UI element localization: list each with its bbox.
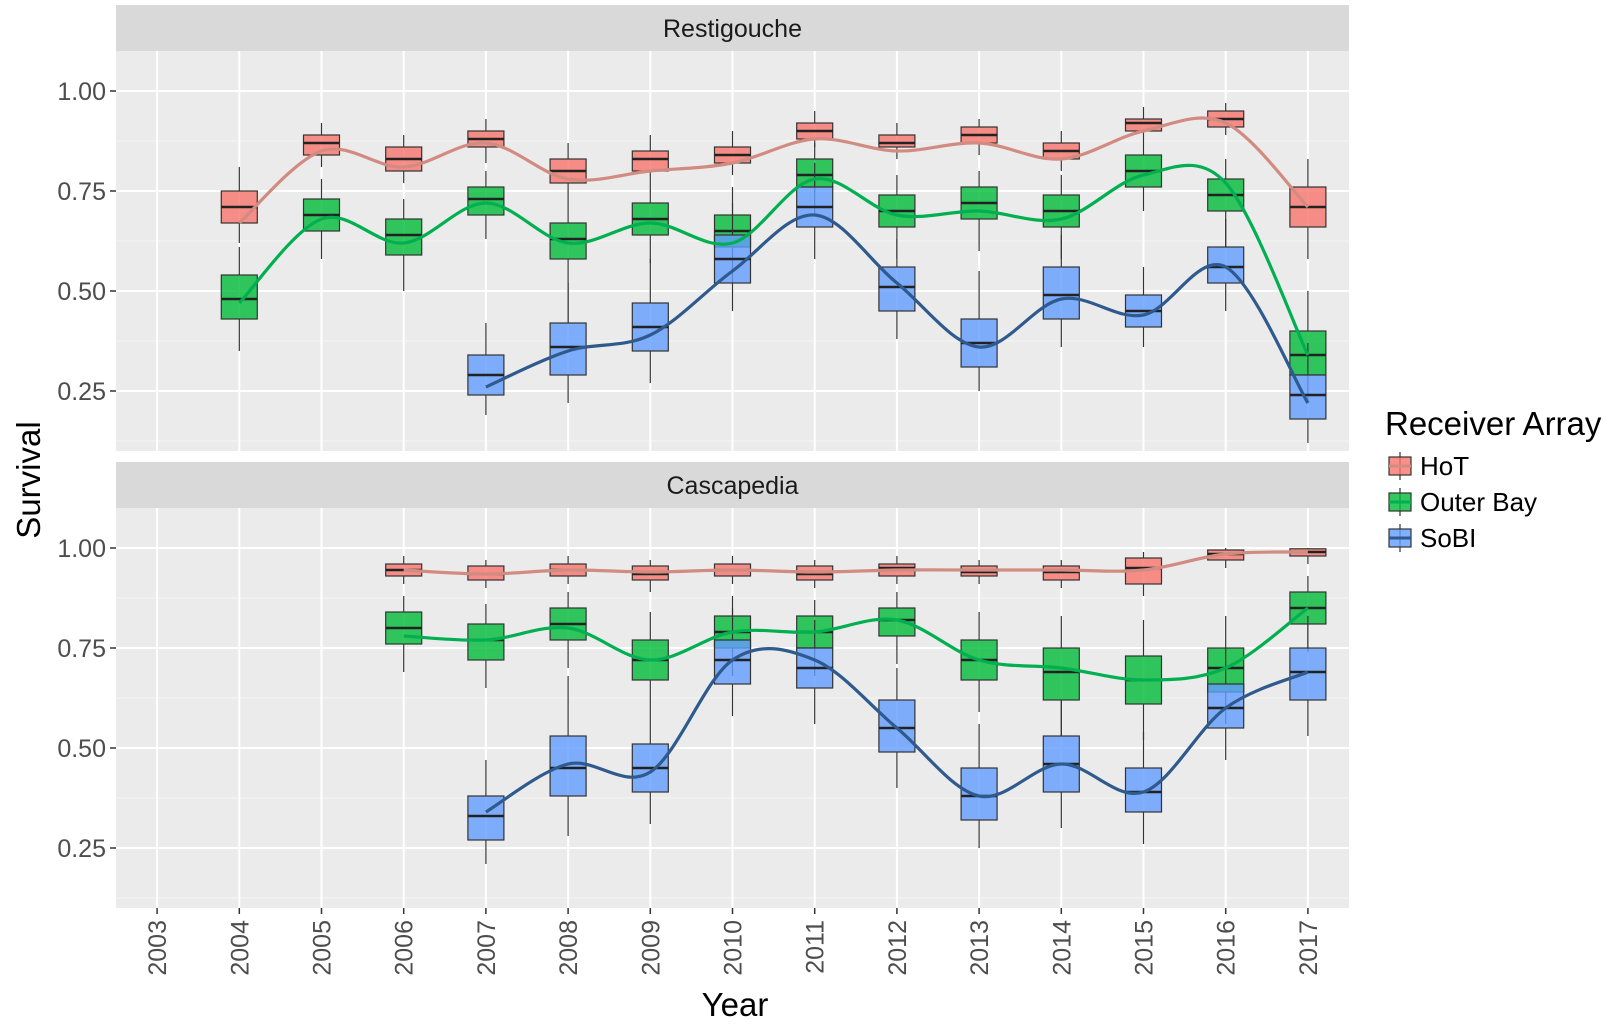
- x-tick-label: 2003: [144, 920, 172, 976]
- y-tick-label: 1.00: [57, 535, 106, 563]
- box: [467, 186, 505, 216]
- box: [1124, 767, 1163, 813]
- series-outer-bay: [385, 576, 1327, 740]
- box: [713, 639, 752, 685]
- smooth-line-outer-bay: [238, 163, 1310, 356]
- x-axis: 2003 2004 2005 2006 2007 2008 2009 2010 2011 2012…: [144, 908, 1323, 976]
- series-sobi: [467, 163, 1327, 443]
- box: [878, 134, 916, 148]
- box: [1042, 266, 1080, 320]
- y-tick-label: 0.25: [57, 378, 106, 406]
- smooth-line-hot: [238, 116, 1310, 225]
- box: [549, 735, 587, 797]
- box: [878, 266, 916, 312]
- box: [220, 274, 258, 320]
- y-tick-label: 0.75: [57, 635, 106, 663]
- x-tick-label: 2017: [1295, 920, 1323, 976]
- panels-layer: Restigouche 0.25 0.50 0.75 1.00 Cascapedia 0.2…: [57, 5, 1349, 908]
- x-tick-label: 2006: [391, 920, 419, 976]
- y-axis-title: Survival: [10, 421, 47, 538]
- y-tick-label: 0.50: [57, 735, 106, 763]
- x-tick-label: 2012: [884, 920, 912, 976]
- legend-label: Outer Bay: [1420, 487, 1537, 517]
- series-hot: [220, 103, 1327, 259]
- legend: Receiver Array HoT Outer Bay SoBI: [1385, 405, 1602, 553]
- panel-strip: [116, 462, 1349, 508]
- panel-cascapedia: Cascapedia 0.25 0.50 0.75 1.00: [57, 462, 1349, 908]
- x-tick-label: 2013: [966, 920, 994, 976]
- smooth-line-outer-bay: [403, 606, 1309, 682]
- box: [385, 218, 423, 256]
- legend-label: SoBI: [1420, 523, 1476, 553]
- smooth-line-sobi: [485, 213, 1310, 404]
- x-tick-label: 2011: [802, 920, 830, 974]
- x-tick-label: 2014: [1048, 920, 1076, 976]
- y-tick-label: 0.25: [57, 835, 106, 863]
- box: [1289, 374, 1327, 420]
- x-tick-label: 2016: [1213, 920, 1241, 976]
- smooth-line-sobi: [485, 647, 1309, 814]
- box: [960, 767, 998, 821]
- y-tick-label: 0.75: [57, 178, 106, 206]
- x-tick-label: 2004: [226, 920, 254, 976]
- legend-items: HoT Outer Bay SoBI: [1388, 451, 1537, 553]
- x-tick-label: 2015: [1131, 920, 1159, 976]
- box: [467, 795, 505, 841]
- legend-item-outer-bay: Outer Bay: [1388, 487, 1537, 517]
- x-tick-label: 2005: [309, 920, 337, 976]
- panel-strip: [116, 5, 1349, 51]
- panel-restigouche: Restigouche 0.25 0.50 0.75 1.00: [57, 5, 1349, 451]
- x-axis-title: Year: [702, 986, 769, 1023]
- panel-strip-title: Restigouche: [663, 15, 802, 43]
- x-tick-label: 2010: [720, 920, 748, 976]
- panel-strip-title: Cascapedia: [666, 472, 798, 500]
- x-tick-label: 2007: [473, 920, 501, 976]
- box: [631, 150, 669, 172]
- x-tick-label: 2008: [555, 920, 583, 976]
- legend-label: HoT: [1420, 451, 1469, 481]
- legend-title: Receiver Array: [1385, 405, 1602, 442]
- box: [1289, 647, 1327, 701]
- y-tick-label: 1.00: [57, 78, 106, 106]
- series-sobi: [467, 608, 1327, 864]
- box: [467, 623, 505, 661]
- smooth-line-hot: [403, 550, 1308, 576]
- x-tick-label: 2009: [637, 920, 665, 976]
- box: [878, 607, 916, 637]
- y-tick-label: 0.50: [57, 278, 106, 306]
- legend-item-hot: HoT: [1388, 451, 1469, 481]
- legend-item-sobi: SoBI: [1388, 523, 1476, 553]
- box: [1042, 647, 1080, 701]
